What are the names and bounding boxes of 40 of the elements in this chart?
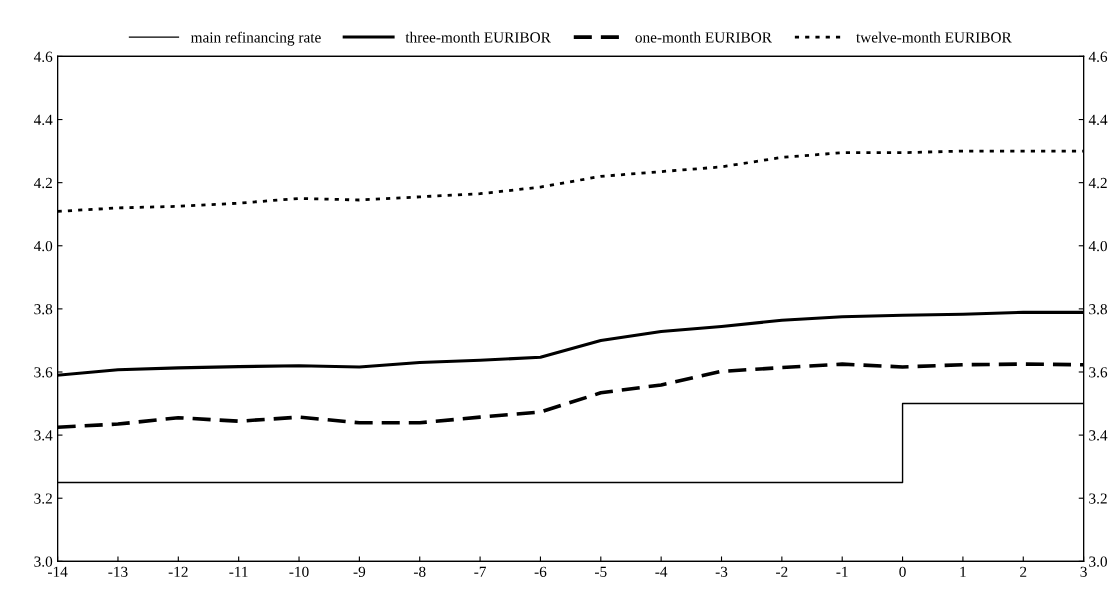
y2-tick-label: 4.2	[1088, 177, 1107, 189]
legend-label: three-month EURIBOR	[405, 31, 551, 43]
x-tick-label: -3	[715, 566, 728, 577]
x-tick-label: -10	[289, 566, 309, 577]
y-tick-label: 3.0	[34, 556, 53, 567]
x-tick-label: 1	[960, 566, 966, 577]
x-tick-label: -8	[413, 566, 426, 577]
x-tick-label: 3	[1080, 566, 1087, 577]
x-tick-label: 2	[1020, 566, 1027, 577]
legend-label: main refinancing rate	[190, 31, 321, 46]
y-tick-label: 3.2	[34, 493, 52, 504]
y2-tick-label: 3.6	[1089, 367, 1108, 378]
x-tick-label: -4	[655, 566, 668, 577]
x-tick-label: -2	[776, 566, 788, 577]
y-tick-label: 4.2	[33, 177, 52, 189]
x-tick-label: 0	[899, 566, 906, 577]
y2-tick-label: 3.4	[1089, 430, 1108, 441]
x-tick-label: -9	[353, 566, 366, 577]
y2-tick-label: 4.4	[1088, 114, 1108, 126]
y2-tick-label: 3.2	[1089, 493, 1107, 504]
x-tick-label: -14	[48, 566, 68, 577]
y-tick-label: 3.8	[34, 304, 53, 315]
x-tick-label: -1	[836, 566, 848, 577]
y2-tick-label: 3.0	[1089, 556, 1107, 567]
y-tick-label: 4.0	[33, 240, 53, 252]
y-tick-label: 3.4	[34, 430, 53, 441]
y2-tick-label: 4.6	[1088, 51, 1108, 62]
x-tick-label: -5	[595, 566, 607, 577]
x-tick-label: -12	[168, 566, 188, 577]
y-tick-label: 4.6	[33, 51, 53, 62]
y2-tick-label: 4.0	[1088, 240, 1107, 252]
y-tick-label: 3.6	[34, 367, 53, 378]
y-tick-label: 4.4	[33, 114, 53, 126]
legend-label: one-month EURIBOR	[635, 31, 772, 43]
y2-tick-label: 3.8	[1089, 304, 1107, 315]
x-tick-label: -11	[229, 566, 248, 577]
legend-label: twelve-month EURIBOR	[856, 31, 1012, 43]
x-tick-label: -6	[534, 566, 547, 577]
x-tick-label: -13	[108, 566, 128, 577]
x-tick-label: -7	[474, 566, 487, 577]
